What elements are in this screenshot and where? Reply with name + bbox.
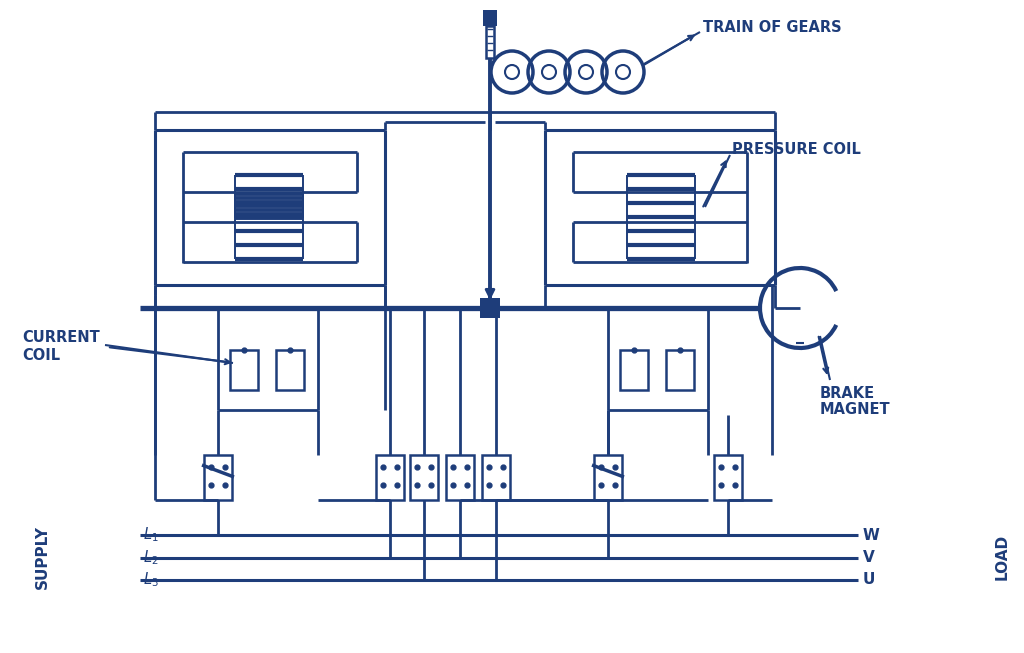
Text: COIL: COIL	[22, 347, 60, 362]
Bar	[620, 350, 648, 390]
Text: W: W	[863, 528, 880, 543]
Text: V: V	[863, 550, 874, 565]
Text: $L_2$: $L_2$	[143, 549, 159, 567]
Bar	[666, 350, 694, 390]
Text: MAGNET: MAGNET	[820, 402, 891, 417]
Text: LOAD: LOAD	[994, 534, 1010, 580]
Bar	[410, 455, 438, 500]
Bar	[376, 455, 404, 500]
Text: BRAKE: BRAKE	[820, 385, 876, 400]
Bar	[204, 455, 232, 500]
Text: $L_3$: $L_3$	[143, 571, 159, 590]
Bar	[480, 298, 500, 318]
Text: SUPPLY: SUPPLY	[35, 525, 49, 589]
Bar	[483, 10, 497, 26]
Text: TRAIN OF GEARS: TRAIN OF GEARS	[703, 20, 842, 35]
Text: CURRENT: CURRENT	[22, 330, 99, 345]
Text: $L_1$: $L_1$	[143, 526, 159, 545]
Bar	[594, 455, 622, 500]
Bar	[714, 455, 742, 500]
Bar	[486, 26, 494, 58]
Text: PRESSURE COIL: PRESSURE COIL	[732, 142, 861, 157]
Bar	[276, 350, 304, 390]
Bar	[482, 455, 510, 500]
Text: U: U	[863, 573, 876, 588]
Bar	[230, 350, 258, 390]
Bar	[446, 455, 474, 500]
